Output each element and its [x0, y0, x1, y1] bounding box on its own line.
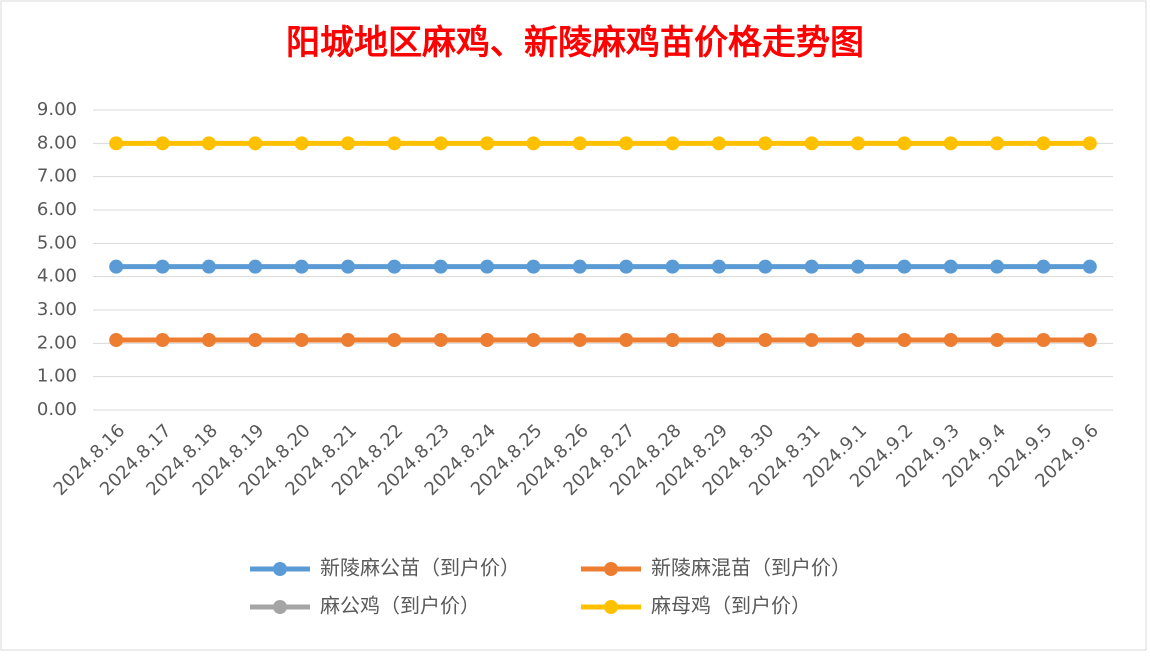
point	[387, 136, 402, 151]
point	[155, 136, 170, 151]
legend-marker	[273, 600, 287, 614]
point	[990, 136, 1005, 151]
y-tick-label: 0.00	[37, 399, 77, 420]
point	[155, 333, 170, 347]
point	[897, 259, 912, 274]
point	[201, 333, 216, 347]
point	[341, 136, 355, 151]
point	[294, 259, 309, 274]
point	[851, 136, 865, 151]
point	[665, 333, 680, 347]
point	[1036, 333, 1051, 347]
point	[758, 136, 773, 151]
point	[155, 259, 170, 274]
legend-marker	[273, 562, 287, 576]
point	[433, 136, 448, 151]
point	[897, 333, 912, 347]
point	[526, 333, 541, 347]
y-tick-label: 9.00	[37, 99, 77, 120]
point	[480, 333, 495, 347]
y-tick-label: 6.00	[37, 199, 77, 220]
point	[758, 333, 773, 347]
point	[201, 259, 216, 274]
point	[109, 136, 124, 151]
y-tick-label: 3.00	[37, 299, 77, 320]
y-tick-label: 5.00	[37, 232, 77, 253]
y-tick-label: 2.00	[37, 332, 77, 353]
point	[248, 333, 263, 347]
point	[109, 259, 124, 274]
legend-marker	[604, 562, 618, 576]
point	[711, 136, 726, 151]
point	[248, 136, 263, 151]
point	[1036, 259, 1051, 274]
legend-label: 新陵麻公苗（到户价）	[320, 556, 520, 580]
point	[433, 333, 448, 347]
point	[480, 136, 495, 151]
legend-label: 麻母鸡（到户价）	[651, 594, 811, 618]
point	[572, 333, 587, 347]
point	[665, 259, 680, 274]
point	[804, 136, 819, 151]
point	[387, 333, 402, 347]
point	[851, 333, 865, 347]
point	[851, 259, 865, 274]
point	[526, 259, 541, 274]
point	[943, 259, 958, 274]
point	[619, 136, 634, 151]
point	[433, 259, 448, 274]
y-tick-label: 4.00	[37, 266, 77, 287]
chart-title: 阳城地区麻鸡、新陵麻鸡苗价格走势图	[286, 23, 864, 63]
y-tick-label: 7.00	[37, 166, 77, 187]
y-tick-label: 1.00	[37, 366, 77, 387]
point	[711, 259, 726, 274]
point	[109, 333, 124, 347]
point	[294, 136, 309, 151]
point	[387, 259, 402, 274]
point	[990, 333, 1005, 347]
point	[665, 136, 680, 151]
point	[1082, 333, 1097, 347]
point	[341, 259, 355, 274]
point	[1036, 136, 1051, 151]
legend-label: 麻公鸡（到户价）	[320, 594, 480, 618]
point	[341, 333, 355, 347]
point	[480, 259, 495, 274]
point	[711, 333, 726, 347]
point	[804, 259, 819, 274]
legend-marker	[604, 600, 618, 614]
point	[943, 333, 958, 347]
point	[572, 259, 587, 274]
point	[943, 136, 958, 151]
point	[248, 259, 263, 274]
point	[201, 136, 216, 151]
point	[804, 333, 819, 347]
point	[619, 333, 634, 347]
point	[897, 136, 912, 151]
point	[572, 136, 587, 151]
point	[1082, 259, 1097, 274]
point	[758, 259, 773, 274]
point	[526, 136, 541, 151]
point	[1082, 136, 1097, 151]
point	[990, 259, 1005, 274]
legend-label: 新陵麻混苗（到户价）	[651, 556, 851, 580]
y-tick-label: 8.00	[37, 132, 77, 153]
point	[294, 333, 309, 347]
point	[619, 259, 634, 274]
